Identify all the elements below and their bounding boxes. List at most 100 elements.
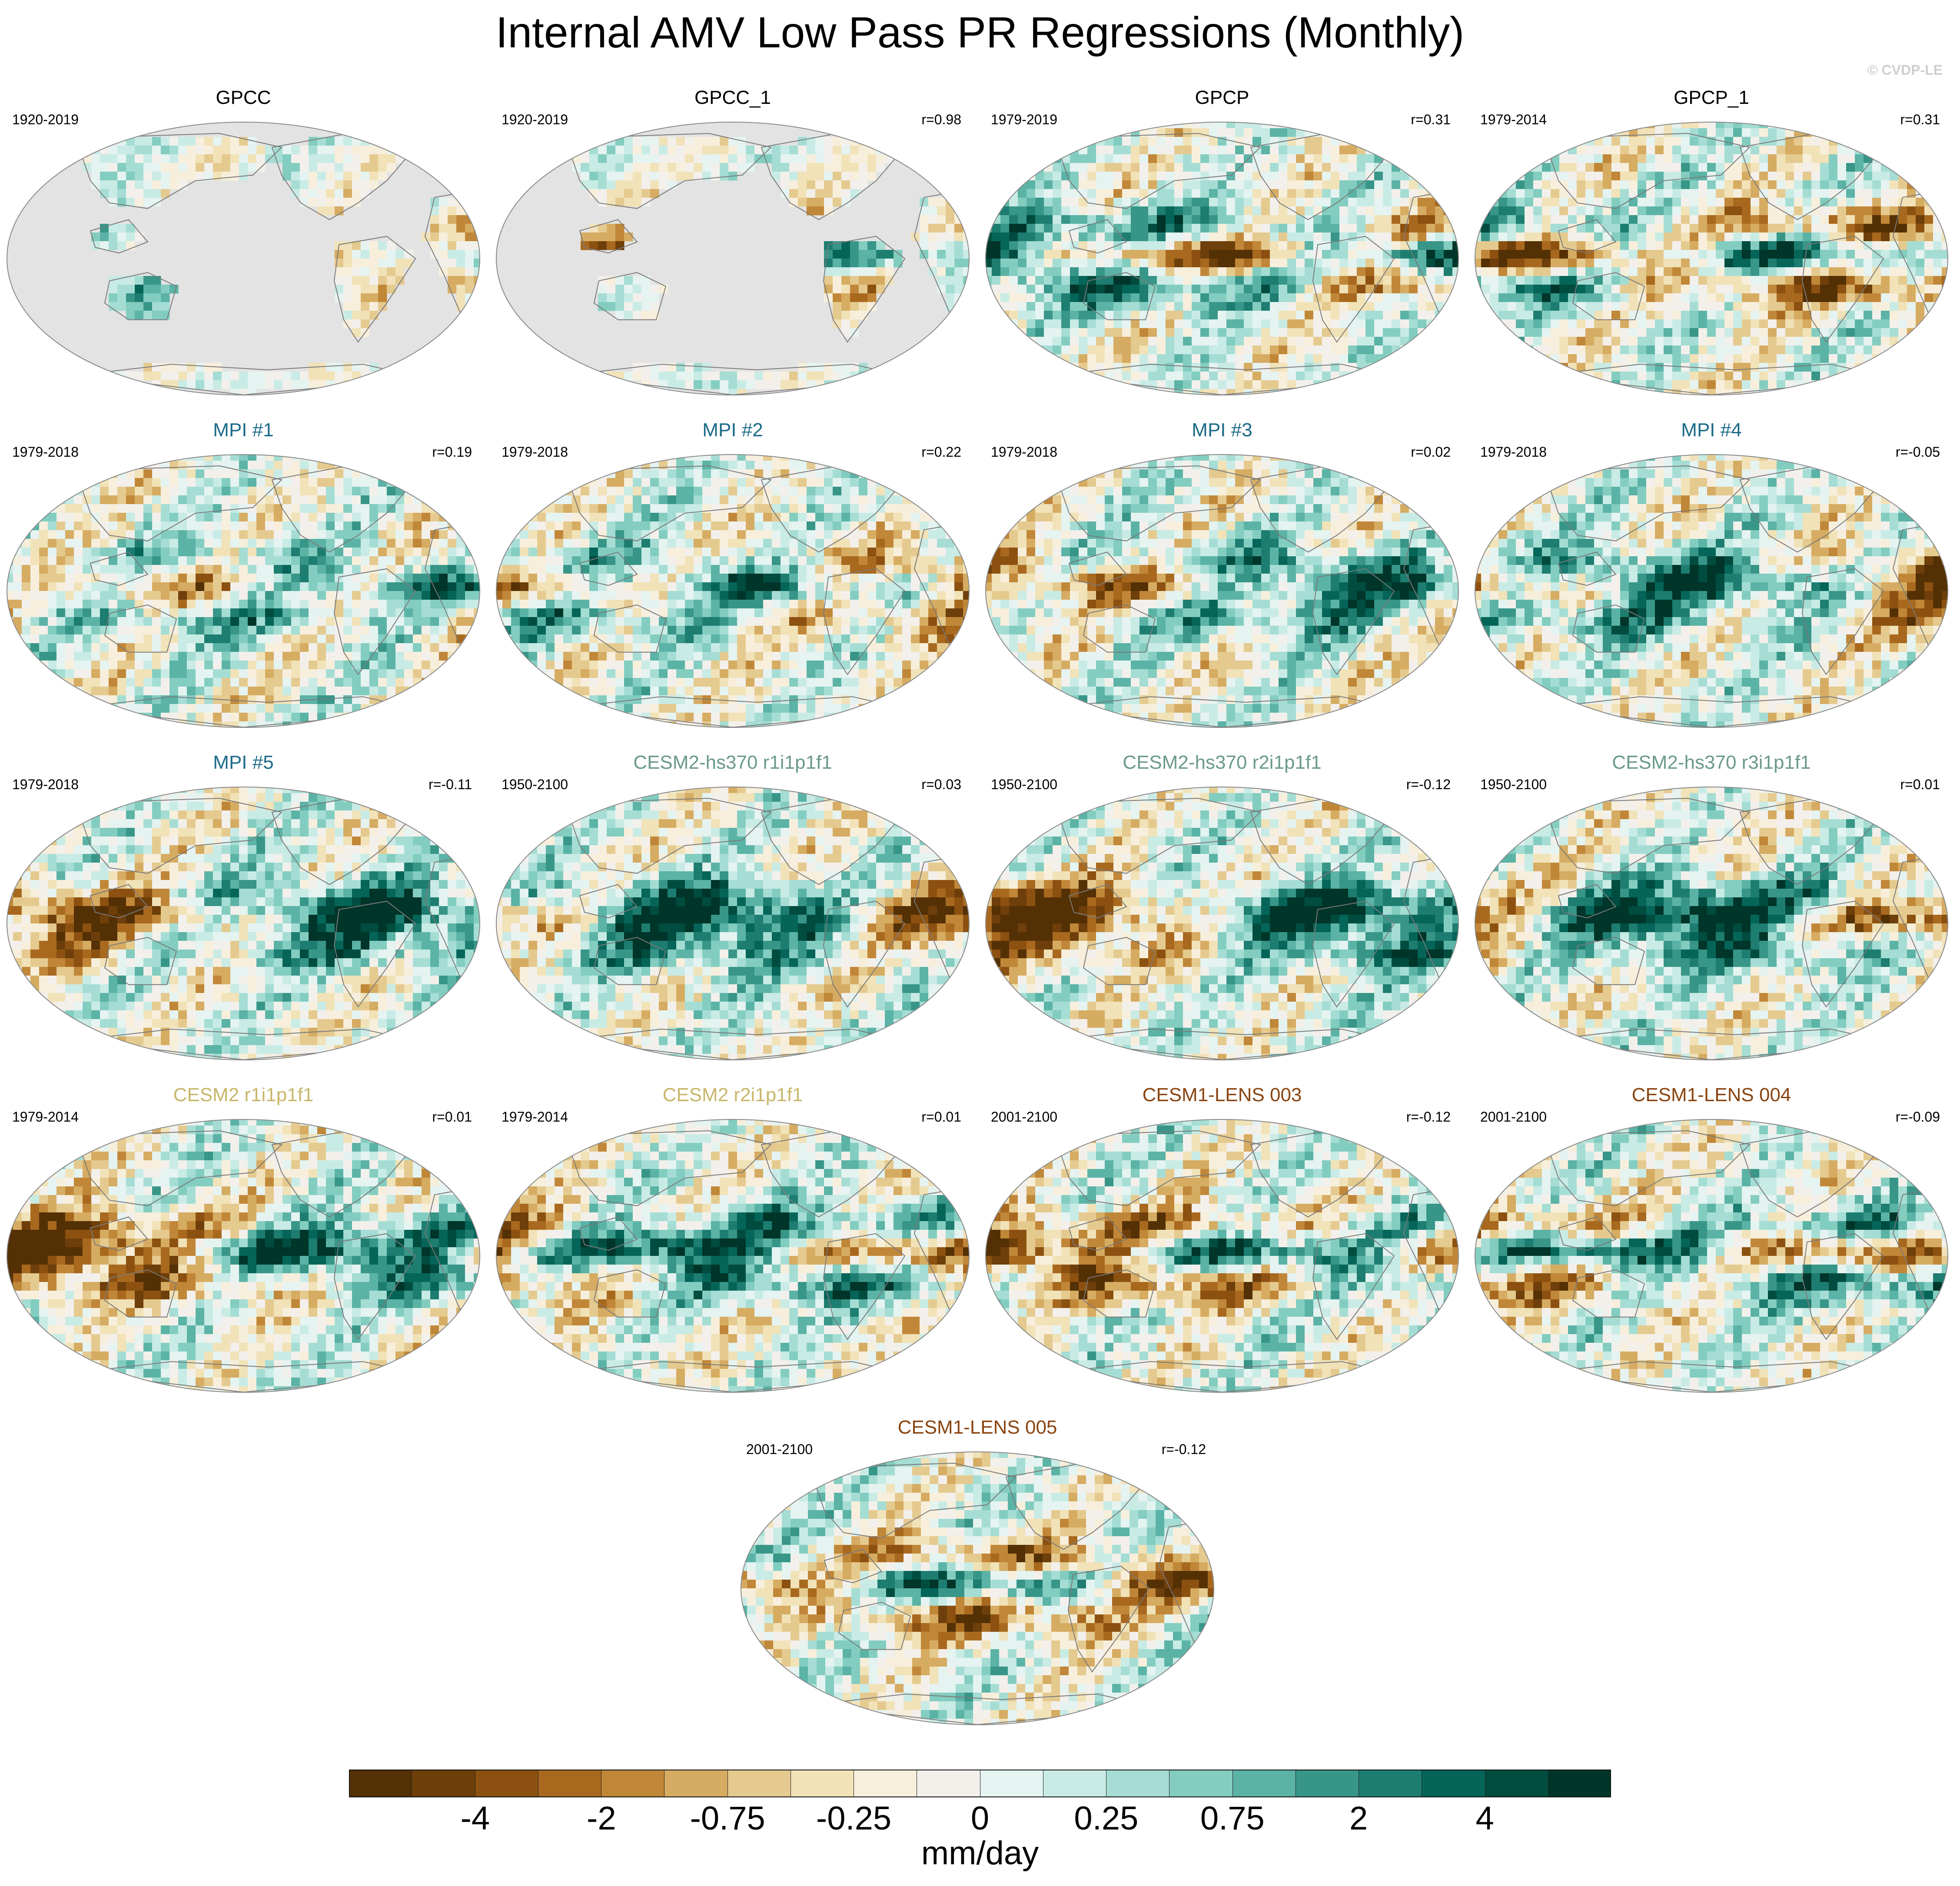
regression-map xyxy=(741,1451,1214,1725)
panel-title: CESM2 r2i1p1f1 xyxy=(494,1082,972,1108)
map-panel: CESM1-LENS 005 2001-2100 r=-0.12 xyxy=(738,1414,1216,1727)
map-panel: GPCC 1920-2019 xyxy=(4,85,482,398)
map-panel: GPCP_1 1979-2014 r=0.31 xyxy=(1472,85,1950,398)
coastline-samerica xyxy=(1067,1565,1150,1673)
coastline-greenland xyxy=(1355,789,1395,807)
regression-map xyxy=(985,787,1459,1060)
map-field xyxy=(741,1452,1214,1725)
panel-pattern-correlation: r=0.31 xyxy=(1900,111,1940,128)
map-panel: MPI #4 1979-2018 r=-0.05 xyxy=(1472,417,1950,730)
map-panel: GPCP 1979-2019 r=0.31 xyxy=(983,85,1461,398)
map-outline xyxy=(1475,454,1948,728)
map-panel: MPI #1 1979-2018 r=0.19 xyxy=(4,417,482,730)
coastline-asia xyxy=(1548,133,1751,209)
panel-title: CESM1-LENS 005 xyxy=(738,1414,1216,1441)
colorbar-swatch xyxy=(980,1770,1043,1797)
colorbar-swatch xyxy=(538,1770,601,1797)
colorbar-swatch xyxy=(475,1770,538,1797)
regression-map xyxy=(1475,454,1948,728)
coastline-australia xyxy=(1083,1269,1156,1318)
colorbar-tick-label: 2 xyxy=(1349,1799,1368,1838)
regression-map xyxy=(1475,122,1948,395)
map-field xyxy=(1475,787,1948,1060)
coastline-seasia xyxy=(1068,551,1127,586)
map-field xyxy=(7,455,480,727)
panel-title: MPI #5 xyxy=(4,750,482,776)
panel-title: GPCC xyxy=(4,85,482,111)
coastline-greenland xyxy=(1844,124,1884,143)
panel-pattern-correlation: r=-0.09 xyxy=(1896,1108,1940,1126)
figure-title: Internal AMV Low Pass PR Regressions (Mo… xyxy=(0,4,1960,61)
colorbar-units: mm/day xyxy=(0,1834,1960,1873)
coastline-australia xyxy=(838,1601,911,1650)
map-panel: MPI #5 1979-2018 r=-0.11 xyxy=(4,750,482,1063)
coastline-samerica xyxy=(823,568,906,675)
regression-map xyxy=(1475,787,1948,1060)
coastline-samerica xyxy=(823,236,906,343)
colorbar-swatch xyxy=(349,1770,412,1797)
panel-period: 1950-2100 xyxy=(1480,776,1547,793)
colorbar-tick-label: -4 xyxy=(461,1799,490,1838)
coastline-seasia xyxy=(824,1549,883,1584)
coastline-australia xyxy=(104,936,177,985)
map-panel: CESM2 r1i1p1f1 1979-2014 r=0.01 xyxy=(4,1082,482,1395)
coastline-greenland xyxy=(1844,457,1884,475)
colorbar-tick-label: -0.75 xyxy=(690,1799,765,1838)
panel-period: 1979-2018 xyxy=(1480,443,1547,461)
coastline-seasia xyxy=(1068,219,1127,254)
coastline-asia xyxy=(814,1462,1017,1539)
coastline-greenland xyxy=(1355,1122,1395,1140)
map-panel: CESM2-hs370 r2i1p1f1 1950-2100 r=-0.12 xyxy=(983,750,1461,1063)
regression-map xyxy=(7,122,480,395)
panel-pattern-correlation: r=0.19 xyxy=(432,443,472,461)
map-outline xyxy=(496,787,970,1060)
map-panel: CESM1-LENS 003 2001-2100 r=-0.12 xyxy=(983,1082,1461,1395)
coastline-seasia xyxy=(90,884,149,919)
map-field xyxy=(986,787,1458,1060)
colorbar-swatch xyxy=(1043,1770,1106,1797)
coastline-asia xyxy=(1548,797,1751,874)
coastline-asia xyxy=(569,1130,772,1206)
coastline-australia xyxy=(593,936,667,985)
colorbar-tick-label: 4 xyxy=(1475,1799,1494,1838)
coastline-greenland xyxy=(1844,789,1884,807)
colorbar-swatch xyxy=(1296,1770,1359,1797)
colorbar-tick-label: -2 xyxy=(587,1799,616,1838)
coastline-samerica xyxy=(333,900,416,1008)
map-field xyxy=(496,787,969,1060)
coastline-australia xyxy=(1572,272,1645,320)
coastline-greenland xyxy=(866,457,906,475)
coastline-greenland xyxy=(376,457,416,475)
panel-pattern-correlation: r=-0.12 xyxy=(1406,776,1451,793)
panel-title: MPI #2 xyxy=(494,417,972,443)
colorbar-tick-label: 0.25 xyxy=(1074,1799,1138,1838)
coastline-australia xyxy=(1572,936,1645,985)
coastline-australia xyxy=(104,272,177,320)
panel-pattern-correlation: r=0.01 xyxy=(432,1108,472,1126)
panel-period: 1979-2018 xyxy=(502,443,568,461)
panel-pattern-correlation: r=-0.12 xyxy=(1406,1108,1451,1126)
panel-period: 1950-2100 xyxy=(991,776,1057,793)
coastline-samerica xyxy=(1312,900,1395,1008)
panel-period: 1920-2019 xyxy=(12,111,79,128)
coastline-seasia xyxy=(1558,219,1617,254)
coastline-seasia xyxy=(1558,1216,1617,1251)
coastline-samerica xyxy=(333,568,416,675)
coastline-seasia xyxy=(1068,1216,1127,1251)
map-panel: MPI #3 1979-2018 r=0.02 xyxy=(983,417,1461,730)
map-field xyxy=(986,455,1458,727)
colorbar-tick-label: -0.25 xyxy=(816,1799,891,1838)
map-field xyxy=(496,122,969,395)
map-field xyxy=(496,455,969,727)
map-outline xyxy=(985,454,1459,728)
panel-title: GPCP xyxy=(983,85,1461,111)
panel-pattern-correlation: r=0.01 xyxy=(921,1108,961,1126)
coastline-australia xyxy=(1572,1269,1645,1318)
coastline-greenland xyxy=(376,789,416,807)
map-field xyxy=(1475,1119,1948,1392)
colorbar-swatch xyxy=(412,1770,475,1797)
colorbar-swatch xyxy=(791,1770,854,1797)
regression-map xyxy=(985,122,1459,395)
colorbar-swatch xyxy=(1169,1770,1233,1797)
panel-period: 1979-2019 xyxy=(991,111,1057,128)
